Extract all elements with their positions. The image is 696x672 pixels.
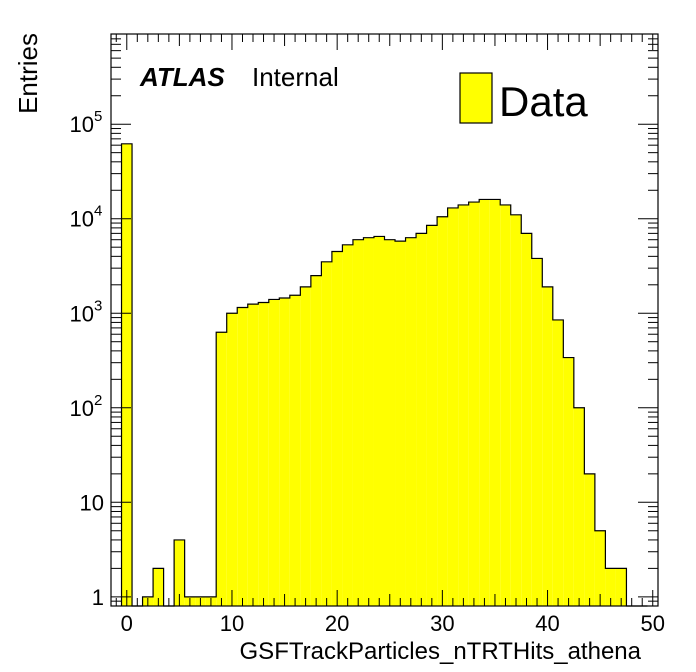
histogram-bar	[216, 332, 227, 606]
x-axis-title: GSFTrackParticles_nTRTHits_athena	[240, 638, 642, 665]
atlas-label: ATLAS	[139, 62, 225, 92]
histogram-bar	[426, 225, 438, 606]
legend-swatch	[459, 72, 493, 124]
y-tick-label-exponent: 3	[94, 297, 102, 314]
histogram-bar	[395, 241, 406, 606]
histogram-bar	[352, 239, 364, 606]
internal-label: Internal	[252, 62, 339, 92]
x-tick-label: 20	[325, 611, 349, 636]
histogram-bar	[594, 530, 606, 606]
histogram-bar	[552, 319, 564, 606]
histogram-bar	[321, 261, 332, 606]
histogram-bar	[363, 237, 374, 606]
histogram-bar	[584, 473, 595, 606]
histogram-outline	[120, 143, 648, 607]
histogram-bars	[120, 143, 648, 607]
y-tick-label: 1	[92, 585, 104, 610]
histogram-bar	[573, 407, 585, 606]
x-tick-label: 50	[640, 611, 664, 636]
x-tick-label: 0	[121, 611, 133, 636]
histogram-bar	[447, 207, 459, 606]
histogram-bar	[437, 216, 448, 607]
histogram-bar	[373, 236, 385, 607]
histogram-bar	[416, 233, 427, 606]
x-tick-label: 30	[430, 611, 454, 636]
plot-frame	[110, 33, 659, 607]
legend-label: Data	[499, 78, 588, 125]
y-tick-label-exponent: 5	[94, 108, 102, 125]
histogram-bar	[542, 286, 553, 606]
y-tick-label: 10	[70, 396, 94, 421]
histogram-bar	[121, 143, 133, 607]
histogram-bar	[342, 244, 353, 606]
y-tick-label: 10	[70, 112, 94, 137]
histogram-bar	[310, 275, 322, 606]
y-tick-label-exponent: 2	[94, 392, 102, 409]
histogram-bar	[563, 357, 574, 606]
histogram-bar	[247, 304, 259, 606]
y-tick-label: 10	[70, 301, 94, 326]
histogram-bar	[279, 298, 290, 606]
histogram-bar	[531, 258, 543, 606]
x-axis: 0 10 20 30 40 50	[115, 34, 665, 636]
y-tick-label: 10	[70, 207, 94, 232]
histogram-bar	[226, 313, 238, 606]
histogram-bar	[468, 202, 480, 606]
y-tick-label: 10	[80, 490, 104, 515]
histogram-bar	[605, 568, 616, 606]
histogram-bar	[268, 299, 280, 606]
histogram-bar	[174, 539, 185, 606]
histogram-bar	[458, 204, 469, 606]
x-tick-label: 10	[220, 611, 244, 636]
histogram-bar	[289, 295, 301, 606]
histogram-bar	[405, 237, 417, 606]
histogram-bar	[521, 233, 532, 606]
histogram-bar	[384, 239, 396, 606]
y-tick-label-exponent: 4	[94, 203, 102, 220]
histogram-bar	[153, 568, 164, 606]
y-axis-title: Entries	[13, 33, 43, 114]
histogram-bar	[510, 214, 522, 606]
histogram-bar	[237, 307, 248, 606]
histogram-bar	[500, 204, 511, 606]
histogram-bar	[489, 199, 501, 606]
histogram-bar	[615, 568, 627, 606]
histogram-bar	[258, 302, 269, 606]
histogram-bar	[479, 199, 490, 606]
x-tick-label: 40	[535, 611, 559, 636]
histogram-bar	[331, 251, 343, 606]
histogram-bar	[300, 286, 311, 606]
